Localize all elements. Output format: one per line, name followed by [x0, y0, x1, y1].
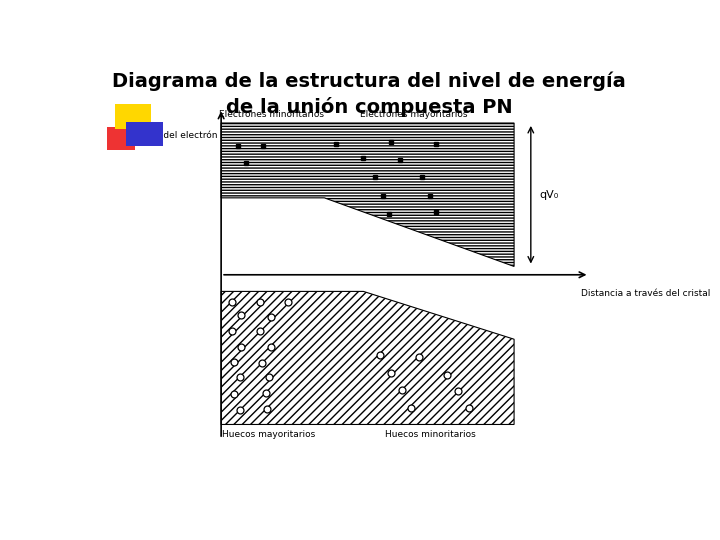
Bar: [107, 127, 135, 150]
Text: Electrones minoritarios: Electrones minoritarios: [219, 110, 324, 119]
Text: Distancia a través del cristal: Distancia a través del cristal: [581, 289, 711, 298]
Text: Huecos mayoritarios: Huecos mayoritarios: [222, 430, 315, 439]
Text: Energía del electrón: Energía del electrón: [126, 131, 217, 140]
Polygon shape: [221, 292, 514, 424]
Text: Huecos minoritarios: Huecos minoritarios: [385, 430, 476, 439]
Text: qV₀: qV₀: [539, 190, 559, 200]
Text: Electrones mayoritarios: Electrones mayoritarios: [360, 110, 467, 119]
Bar: [115, 104, 151, 129]
Polygon shape: [221, 123, 514, 266]
Text: Diagrama de la estructura del nivel de energía
de la unión compuesta PN: Diagrama de la estructura del nivel de e…: [112, 71, 626, 117]
Bar: [126, 122, 163, 146]
